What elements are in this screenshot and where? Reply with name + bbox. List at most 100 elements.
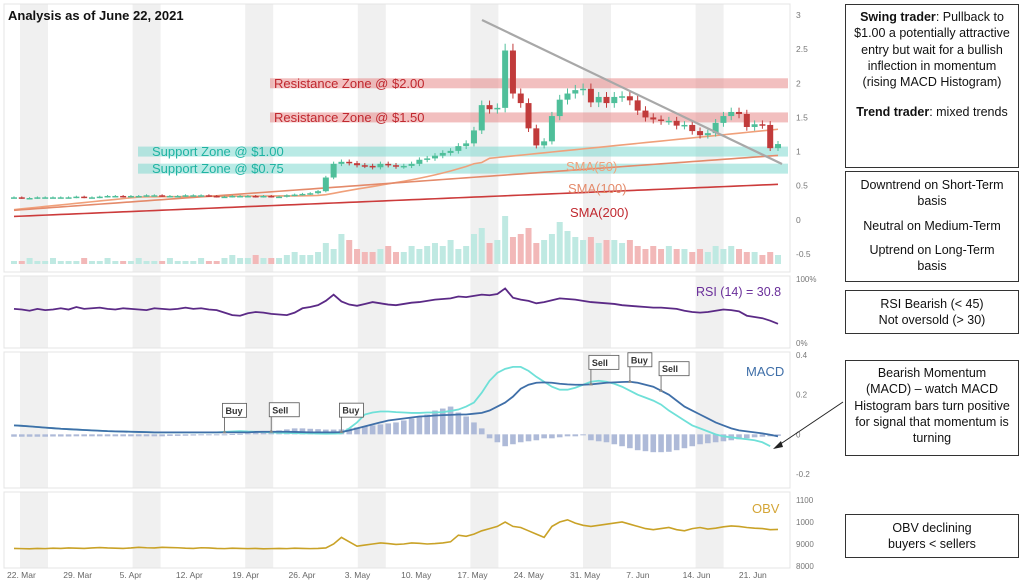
candle-body <box>127 195 134 198</box>
macd-note-arrow <box>775 401 844 448</box>
volume-bar <box>697 249 704 264</box>
signal-flag-box <box>658 361 690 377</box>
volume-bar <box>595 243 602 264</box>
signal-marker-icon <box>269 428 274 433</box>
candle-body <box>689 124 696 132</box>
macd-histogram-bar <box>533 434 540 441</box>
price-y-tick: -0.5 <box>796 249 811 259</box>
volume-bar <box>221 258 228 264</box>
volume-bar <box>57 261 64 264</box>
swing-trend-note: Swing trader: Pullback to $1.00 a potent… <box>845 4 1019 168</box>
candle-body <box>205 195 212 197</box>
downtrend-line <box>481 19 783 165</box>
x-tick-label: 22. Mar <box>7 570 36 580</box>
candle-body <box>143 195 150 197</box>
macd-histogram-bar <box>478 428 485 435</box>
macd-histogram-bar <box>510 434 516 445</box>
volume-bar <box>307 255 314 264</box>
signal-marker-icon <box>659 387 664 392</box>
volume-bar <box>736 249 743 264</box>
price-y-tick: 0 <box>796 215 801 225</box>
candle-body <box>564 93 571 100</box>
candle-body <box>361 165 368 167</box>
macd-histogram-bar <box>627 434 633 449</box>
volume-bar <box>322 243 329 264</box>
candle-body <box>57 197 64 199</box>
volume-bar <box>268 258 275 264</box>
macd-histogram-bar <box>50 434 56 437</box>
macd-histogram-bar <box>400 420 407 435</box>
volume-bar <box>502 216 509 264</box>
signal-flag-box <box>222 402 247 418</box>
volume-bar <box>509 237 516 264</box>
long-term-text: Uptrend on Long-Term basis <box>869 242 995 273</box>
macd-histogram-bar <box>346 428 353 435</box>
volume-bar <box>400 252 407 264</box>
macd-histogram-bar <box>385 423 392 435</box>
candle-body <box>665 120 672 123</box>
candle-body <box>751 124 758 127</box>
x-tick-label: 10. May <box>401 570 432 580</box>
macd-histogram-bar <box>720 434 727 442</box>
rsi-y-tick: 100% <box>796 275 816 284</box>
sma-label: SMA(200) <box>570 205 629 220</box>
zone-band <box>270 78 788 89</box>
price-y-ticks: 3 2.5 2 1.5 1 0.5 0 -0.5 <box>796 10 811 259</box>
week-band <box>583 352 611 488</box>
rsi-note-line-1: RSI Bearish (< 45) <box>880 297 984 311</box>
macd-histogram-bar <box>432 410 438 435</box>
candle-body <box>548 116 555 142</box>
candle-body <box>112 195 119 198</box>
volume-bar <box>611 240 618 264</box>
weekly-shading-bands <box>20 4 724 568</box>
macd-histogram-bar <box>81 434 87 437</box>
macd-histogram-bar <box>260 432 267 435</box>
volume-bar <box>291 252 298 264</box>
candle-body <box>393 165 399 167</box>
candle-body <box>556 99 563 117</box>
volume-bar <box>455 249 462 264</box>
macd-histogram-bar <box>112 434 119 437</box>
week-band <box>245 492 274 568</box>
candle-body <box>478 105 485 131</box>
candle-body <box>541 141 548 146</box>
volume-bar <box>182 261 189 264</box>
macd-histogram-bar <box>658 434 664 453</box>
candle-body <box>673 120 680 126</box>
volume-bar <box>49 258 56 264</box>
volume-bar <box>463 246 470 264</box>
price-y-tick: 2 <box>796 78 801 88</box>
candle-body <box>619 96 626 98</box>
candle-body <box>34 197 41 199</box>
candle-body <box>642 110 649 118</box>
week-band <box>470 352 499 488</box>
candle-body <box>517 93 524 104</box>
candle-body <box>338 161 345 164</box>
candle-body <box>431 155 438 159</box>
price-y-tick: 1 <box>796 147 801 157</box>
macd-histogram-bar <box>681 434 688 449</box>
zone-labels: Resistance Zone @ $2.00 Resistance Zone @… <box>152 76 425 176</box>
x-tick-label: 31. May <box>570 570 601 580</box>
signal-marker-icon <box>627 378 632 383</box>
candle-body <box>650 117 657 120</box>
macd-histogram-bar <box>541 434 547 439</box>
rsi-frame <box>3 275 791 349</box>
macd-histogram-bar <box>455 412 462 435</box>
macd-histogram-bar <box>120 434 126 437</box>
macd-histogram-bar <box>252 432 259 435</box>
candle-body <box>455 146 462 151</box>
week-band <box>695 492 724 568</box>
week-band <box>20 352 48 488</box>
price-y-tick: 2.5 <box>796 44 808 54</box>
candle-body <box>18 197 25 199</box>
candle-body <box>26 198 33 200</box>
volume-bar <box>18 261 25 264</box>
candle-body <box>315 191 322 194</box>
trend-trader-text: : mixed trends <box>929 105 1008 120</box>
candle-body <box>424 158 431 160</box>
volume-bar <box>88 261 95 264</box>
signal-flag-label: Sell <box>272 405 288 415</box>
macd-histogram-bar <box>34 434 41 437</box>
signal-marker-icon <box>222 429 227 434</box>
